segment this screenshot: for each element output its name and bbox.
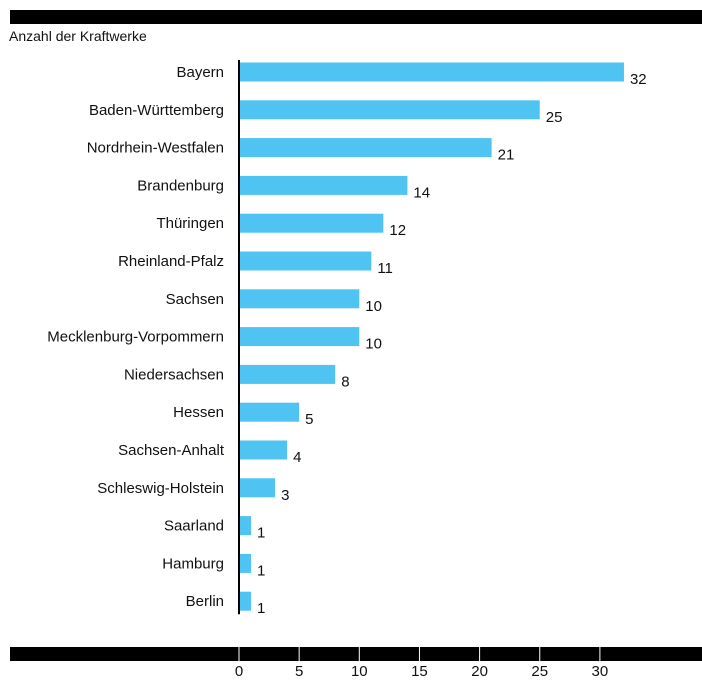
x-tick-label: 10: [351, 663, 368, 677]
bar: [239, 251, 372, 271]
category-label: Hamburg: [162, 555, 224, 572]
bar: [239, 591, 252, 611]
bar: [239, 478, 276, 498]
bars-layer: Bayern 32 Baden-Württemberg 25 Nordrhein-Wes…: [47, 62, 647, 617]
category-label: Hessen: [173, 404, 224, 421]
bar: [239, 175, 408, 195]
category-label: Mecklenburg-Vorpommern: [47, 329, 224, 346]
x-ticks-layer: 0 5 10 15 20 25 30: [235, 647, 609, 680]
category-label: Rheinland-Pfalz: [118, 253, 224, 270]
bar: [239, 213, 384, 233]
bar: [239, 402, 300, 422]
x-tick-label: 0: [235, 663, 243, 677]
category-label: Nordrhein-Westfalen: [87, 140, 224, 157]
x-tick-label: 15: [411, 663, 428, 677]
bar: [239, 440, 288, 460]
category-label: Sachsen: [166, 291, 224, 308]
value-label: 5: [305, 411, 313, 428]
category-label: Thüringen: [156, 215, 224, 232]
value-label: 1: [257, 525, 265, 542]
value-label: 4: [293, 449, 301, 466]
category-label: Saarland: [164, 518, 224, 535]
category-label: Brandenburg: [137, 177, 224, 194]
value-label: 8: [341, 373, 349, 390]
x-tick-label: 20: [471, 663, 488, 677]
value-label: 12: [389, 222, 406, 239]
y-axis-title: Anzahl der Kraftwerke: [9, 28, 147, 44]
value-label: 1: [257, 600, 265, 617]
x-tick-label: 30: [592, 663, 609, 677]
bar: [239, 327, 360, 347]
bottom-frame-bar: [10, 647, 702, 661]
bar: [239, 516, 252, 536]
category-label: Schleswig-Holstein: [97, 480, 224, 497]
category-label: Niedersachsen: [124, 366, 224, 383]
bar: [239, 138, 492, 158]
bar: [239, 62, 624, 82]
value-label: 11: [377, 260, 393, 277]
category-label: Sachsen-Anhalt: [118, 442, 225, 459]
value-label: 3: [281, 487, 289, 504]
bar: [239, 100, 540, 120]
x-tick-label: 5: [295, 663, 303, 677]
value-label: 10: [365, 336, 382, 353]
bar: [239, 553, 252, 573]
value-label: 14: [413, 184, 430, 201]
category-label: Berlin: [186, 593, 224, 610]
value-label: 32: [630, 71, 647, 88]
x-tick-label: 25: [531, 663, 548, 677]
value-label: 21: [498, 147, 515, 164]
bar: [239, 364, 336, 384]
top-frame-bar: [10, 10, 702, 24]
value-label: 10: [365, 298, 382, 315]
category-label: Baden-Württemberg: [89, 102, 224, 119]
value-label: 25: [546, 109, 563, 126]
bar: [239, 289, 360, 309]
value-label: 1: [257, 562, 265, 579]
category-label: Bayern: [176, 64, 224, 81]
